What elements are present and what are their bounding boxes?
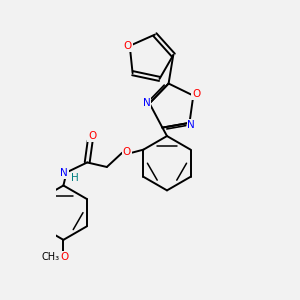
- Text: O: O: [123, 147, 131, 157]
- Text: O: O: [124, 41, 132, 51]
- Text: N: N: [188, 120, 195, 130]
- Text: O: O: [88, 131, 96, 141]
- Text: O: O: [192, 89, 200, 99]
- Text: O: O: [60, 252, 68, 262]
- Text: N: N: [142, 98, 150, 108]
- Text: N: N: [60, 168, 68, 178]
- Text: CH₃: CH₃: [41, 252, 59, 262]
- Text: H: H: [71, 172, 79, 183]
